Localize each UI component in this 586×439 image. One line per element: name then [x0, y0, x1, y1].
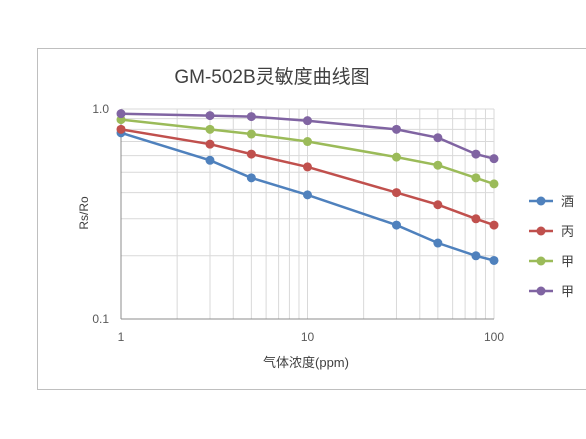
legend-marker	[536, 226, 546, 236]
legend-item: 酒	[529, 194, 574, 209]
x-axis-label: 气体浓度(ppm)	[263, 355, 349, 370]
series-line	[120, 118, 495, 186]
legend-item: 丙	[529, 224, 574, 239]
data-point	[471, 173, 481, 183]
data-point	[433, 200, 443, 210]
data-point	[489, 220, 499, 230]
legend-item: 甲	[529, 254, 574, 269]
series-4	[116, 109, 499, 164]
data-point	[471, 251, 481, 261]
data-point	[391, 188, 401, 198]
series-line	[120, 128, 495, 227]
data-point	[489, 154, 499, 164]
data-point	[205, 111, 215, 121]
data-point	[116, 109, 126, 119]
chart-frame: GM-502B灵敏度曲线图 1 10 100 1.0 0.1 气体浓度(ppm) Rs/…	[37, 48, 586, 390]
legend-marker	[536, 286, 546, 296]
chart-grid	[120, 108, 495, 320]
legend-label: 丙	[561, 224, 574, 239]
data-point	[303, 190, 312, 200]
legend-label: 甲	[561, 284, 574, 299]
legend-item: 甲	[529, 284, 574, 299]
data-point	[489, 255, 499, 265]
data-point	[391, 220, 401, 230]
data-point	[433, 238, 443, 248]
data-point	[116, 124, 126, 134]
data-point	[471, 214, 481, 224]
series-line	[120, 112, 495, 160]
x-tick-label: 100	[484, 330, 504, 344]
x-tick-label: 10	[301, 330, 315, 344]
data-point	[246, 173, 256, 183]
data-point	[246, 112, 256, 122]
legend-marker	[536, 256, 546, 266]
y-axis-label: Rs/Ro	[77, 196, 91, 230]
data-point	[246, 129, 256, 139]
chart-title: GM-502B灵敏度曲线图	[174, 66, 369, 88]
series-3	[116, 115, 499, 189]
data-point	[205, 139, 215, 149]
data-point	[471, 149, 481, 159]
data-point	[303, 116, 312, 126]
legend-label: 甲	[561, 254, 574, 269]
data-point	[391, 124, 401, 134]
x-tick-label: 1	[118, 330, 125, 344]
chart-axes	[120, 109, 494, 320]
chart-series	[116, 109, 499, 265]
chart-svg: GM-502B灵敏度曲线图 1 10 100 1.0 0.1 气体浓度(ppm) Rs/…	[77, 66, 574, 370]
series-line	[120, 131, 495, 262]
data-point	[433, 133, 443, 143]
data-point	[391, 152, 401, 162]
data-point	[205, 124, 215, 134]
data-point	[489, 179, 499, 189]
y-tick-label: 0.1	[92, 312, 109, 326]
chart-ticks: 1 10 100 1.0 0.1	[92, 102, 504, 344]
data-point	[433, 160, 443, 170]
data-point	[205, 155, 215, 165]
legend-label: 酒	[561, 194, 574, 209]
legend-marker	[536, 196, 546, 206]
y-tick-label: 1.0	[92, 102, 109, 116]
data-point	[246, 149, 256, 159]
data-point	[303, 162, 312, 172]
series-2	[116, 124, 499, 230]
data-point	[303, 137, 312, 147]
